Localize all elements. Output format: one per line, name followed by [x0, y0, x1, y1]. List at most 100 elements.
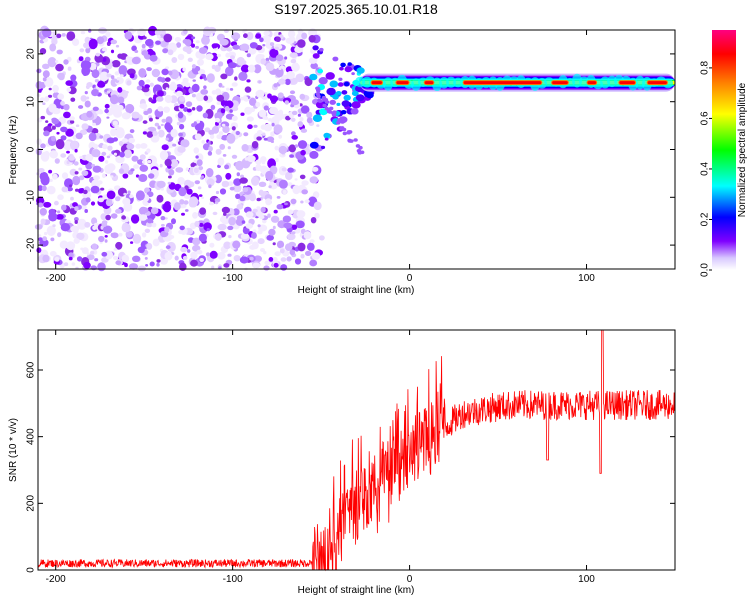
- noise-blob: [88, 28, 92, 33]
- noise-blob: [205, 168, 214, 178]
- noise-blob: [311, 252, 321, 260]
- noise-blob: [95, 52, 101, 57]
- noise-blob: [232, 59, 237, 63]
- noise-blob: [52, 224, 56, 228]
- noise-blob: [190, 251, 198, 259]
- noise-blob: [263, 250, 267, 255]
- noise-blob: [59, 240, 69, 249]
- noise-blob: [291, 117, 296, 122]
- noise-blob: [79, 156, 83, 159]
- transition-blob: [342, 131, 347, 136]
- noise-blob: [191, 36, 196, 40]
- noise-blob: [142, 120, 148, 124]
- noise-blob: [276, 204, 284, 210]
- noise-blob: [231, 32, 241, 40]
- x-tick-label: 100: [578, 574, 595, 585]
- noise-blob: [163, 33, 173, 43]
- noise-blob: [105, 214, 111, 221]
- noise-blob: [36, 68, 42, 74]
- noise-blob: [284, 100, 289, 105]
- noise-blob: [215, 148, 222, 155]
- noise-blob: [185, 101, 193, 107]
- noise-blob: [158, 37, 164, 42]
- noise-blob: [309, 176, 319, 184]
- noise-blob: [160, 260, 164, 265]
- noise-blob: [219, 38, 229, 46]
- carrier-wobble: [355, 76, 366, 88]
- noise-blob: [92, 106, 99, 112]
- noise-blob: [74, 148, 78, 153]
- noise-blob: [215, 88, 222, 96]
- transition-blob: [318, 77, 328, 85]
- noise-blob: [130, 241, 134, 244]
- noise-blob: [96, 36, 105, 45]
- noise-blob: [229, 109, 233, 113]
- noise-blob: [153, 94, 157, 98]
- noise-blob: [129, 129, 135, 134]
- noise-blob: [241, 220, 246, 224]
- noise-blob: [221, 123, 226, 127]
- noise-blob: [126, 80, 132, 86]
- transition-blob: [338, 77, 343, 82]
- noise-blob: [196, 159, 203, 167]
- noise-blob: [207, 141, 211, 145]
- noise-blob: [211, 265, 215, 270]
- noise-blob: [297, 121, 304, 128]
- noise-blob: [92, 225, 97, 231]
- noise-blob: [198, 233, 207, 242]
- noise-blob: [40, 143, 46, 149]
- noise-blob: [36, 138, 42, 145]
- noise-blob: [240, 174, 244, 179]
- noise-blob: [269, 42, 275, 47]
- y-tick-label: 0: [26, 567, 37, 573]
- noise-blob: [263, 123, 273, 132]
- noise-blob: [234, 76, 238, 81]
- noise-blob: [289, 52, 298, 58]
- noise-blob: [85, 197, 91, 203]
- noise-blob: [85, 153, 94, 162]
- noise-blob: [104, 103, 110, 109]
- noise-blob: [310, 217, 317, 224]
- carrier-wobble: [446, 76, 457, 88]
- noise-blob: [60, 223, 71, 232]
- noise-blob: [57, 72, 65, 80]
- noise-blob: [69, 120, 75, 124]
- noise-blob: [110, 213, 118, 219]
- noise-blob: [74, 206, 79, 212]
- noise-blob: [149, 261, 155, 267]
- noise-blob: [102, 194, 108, 201]
- noise-blob: [203, 95, 209, 101]
- noise-blob: [144, 84, 151, 89]
- noise-blob: [57, 93, 65, 100]
- noise-blob: [98, 155, 105, 162]
- noise-blob: [161, 68, 169, 76]
- noise-blob: [174, 255, 179, 261]
- noise-blob: [273, 83, 278, 88]
- noise-blob: [206, 228, 210, 232]
- noise-blob: [127, 190, 131, 195]
- noise-blob: [262, 115, 268, 120]
- noise-blob: [294, 144, 298, 148]
- noise-blob: [198, 166, 204, 171]
- y-tick-label: 400: [26, 428, 37, 445]
- noise-blob: [42, 70, 50, 78]
- noise-blob: [250, 107, 256, 113]
- noise-blob: [287, 182, 293, 187]
- noise-blob: [270, 140, 274, 143]
- noise-blob: [116, 104, 124, 112]
- noise-blob: [80, 188, 85, 192]
- noise-blob: [118, 65, 128, 76]
- transition-blob: [332, 94, 339, 100]
- noise-blob: [94, 258, 99, 262]
- noise-blob: [135, 143, 142, 149]
- noise-blob: [249, 193, 256, 202]
- noise-blob: [66, 87, 72, 92]
- noise-blob: [278, 66, 282, 70]
- noise-blob: [277, 92, 284, 99]
- noise-blob: [99, 135, 104, 139]
- noise-blob: [102, 225, 113, 234]
- noise-blob: [299, 93, 306, 100]
- noise-blob: [260, 206, 266, 213]
- noise-blob: [174, 37, 182, 42]
- noise-blob: [176, 42, 182, 48]
